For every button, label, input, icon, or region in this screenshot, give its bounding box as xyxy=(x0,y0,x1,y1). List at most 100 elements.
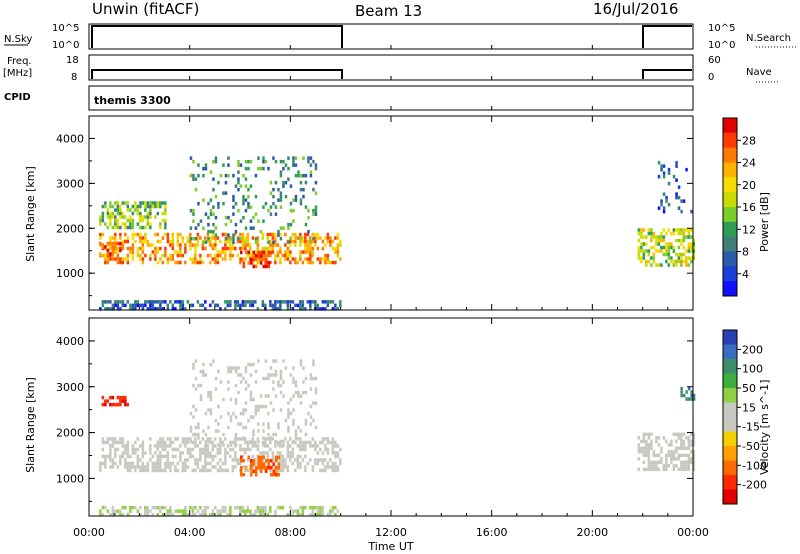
echo-cell xyxy=(264,505,267,510)
echo-cell xyxy=(224,243,227,247)
echo-cell xyxy=(306,243,310,247)
echo-cell xyxy=(319,468,322,473)
echo-cell xyxy=(136,246,140,251)
echo-cell xyxy=(156,260,160,265)
echo-cell xyxy=(221,232,225,237)
echo-cell xyxy=(269,436,273,440)
echo-cell xyxy=(642,242,646,246)
echo-cell xyxy=(106,307,110,311)
echo-cell xyxy=(207,394,210,398)
echo-cell xyxy=(244,387,248,391)
echo-cell xyxy=(272,469,275,473)
echo-cell xyxy=(169,239,172,244)
echo-cell xyxy=(201,509,205,513)
echo-cell xyxy=(169,512,172,517)
echo-cell xyxy=(196,232,200,237)
echo-cell xyxy=(680,453,683,458)
echo-cell xyxy=(242,411,245,416)
echo-cell xyxy=(111,461,115,466)
echo-cell xyxy=(149,222,152,226)
echo-cell xyxy=(134,468,137,473)
echo-cell xyxy=(304,505,307,510)
echo-cell xyxy=(141,465,145,469)
echo-cell xyxy=(124,303,127,308)
colorbar-swatch xyxy=(723,162,737,178)
echo-cell xyxy=(244,408,248,412)
echo-cell xyxy=(159,222,162,226)
echo-cell xyxy=(204,458,207,462)
echo-cell xyxy=(106,252,110,256)
echo-cell xyxy=(204,411,208,416)
echo-cell xyxy=(124,465,127,469)
echo-cell xyxy=(114,451,117,455)
echo-cell xyxy=(192,177,195,181)
echo-cell xyxy=(294,156,298,160)
echo-cell xyxy=(214,257,217,261)
echo-cell xyxy=(665,467,668,472)
echo-cell xyxy=(154,451,157,455)
echo-cell xyxy=(181,239,185,244)
echo-cell xyxy=(189,232,192,237)
echo-cell xyxy=(279,444,282,448)
echo-cell xyxy=(311,239,315,244)
echo-cell xyxy=(647,467,651,472)
echo-cell xyxy=(104,245,107,249)
echo-cell xyxy=(212,159,215,164)
echo-cell xyxy=(119,246,122,251)
echo-cell xyxy=(650,432,653,437)
echo-cell xyxy=(339,300,342,304)
echo-cell xyxy=(254,380,258,384)
echo-cell xyxy=(252,459,255,463)
echo-cell xyxy=(139,253,142,258)
echo-cell xyxy=(154,250,157,254)
echo-cell xyxy=(645,263,648,267)
echo-cell xyxy=(677,228,681,232)
echo-cell xyxy=(201,468,205,473)
echo-cell xyxy=(154,253,157,258)
cpid-value: themis 3300 xyxy=(94,94,171,107)
echo-cell xyxy=(259,505,262,510)
echo-cell xyxy=(267,166,270,171)
echo-cell xyxy=(204,505,207,510)
echo-cell xyxy=(311,300,315,304)
date-label: 16/Jul/2016 xyxy=(593,0,678,18)
echo-cell xyxy=(261,451,265,455)
echo-cell xyxy=(109,437,112,441)
echo-cell xyxy=(131,246,135,251)
echo-cell xyxy=(299,303,302,308)
echo-cell xyxy=(116,225,120,230)
echo-cell xyxy=(284,253,287,258)
echo-cell xyxy=(264,376,268,381)
echo-cell xyxy=(139,458,142,462)
echo-cell xyxy=(194,432,198,437)
echo-cell xyxy=(209,303,212,308)
echo-cell xyxy=(154,468,157,473)
echo-cell xyxy=(181,451,185,455)
echo-cell xyxy=(194,376,198,381)
echo-cell xyxy=(204,451,207,455)
echo-cell xyxy=(206,437,210,441)
echo-cell xyxy=(690,397,693,401)
echo-cell xyxy=(324,437,327,441)
echo-cell xyxy=(294,198,298,202)
echo-cell xyxy=(279,408,283,412)
echo-cell xyxy=(240,257,243,262)
echo-cell xyxy=(272,462,275,466)
echo-cell xyxy=(224,173,228,178)
echo-cell xyxy=(287,156,290,160)
echo-cell xyxy=(269,300,272,304)
echo-cell xyxy=(154,300,157,304)
echo-cell xyxy=(662,174,666,179)
echo-cell xyxy=(257,219,260,223)
echo-cell xyxy=(277,443,280,447)
echo-cell xyxy=(331,447,335,452)
echo-cell xyxy=(276,307,280,311)
echo-cell xyxy=(682,464,686,468)
echo-cell xyxy=(109,257,112,261)
echo-cell xyxy=(146,512,150,517)
echo-cell xyxy=(101,204,105,209)
echo-cell xyxy=(206,232,210,237)
echo-cell xyxy=(324,253,327,258)
echo-cell xyxy=(244,401,248,405)
